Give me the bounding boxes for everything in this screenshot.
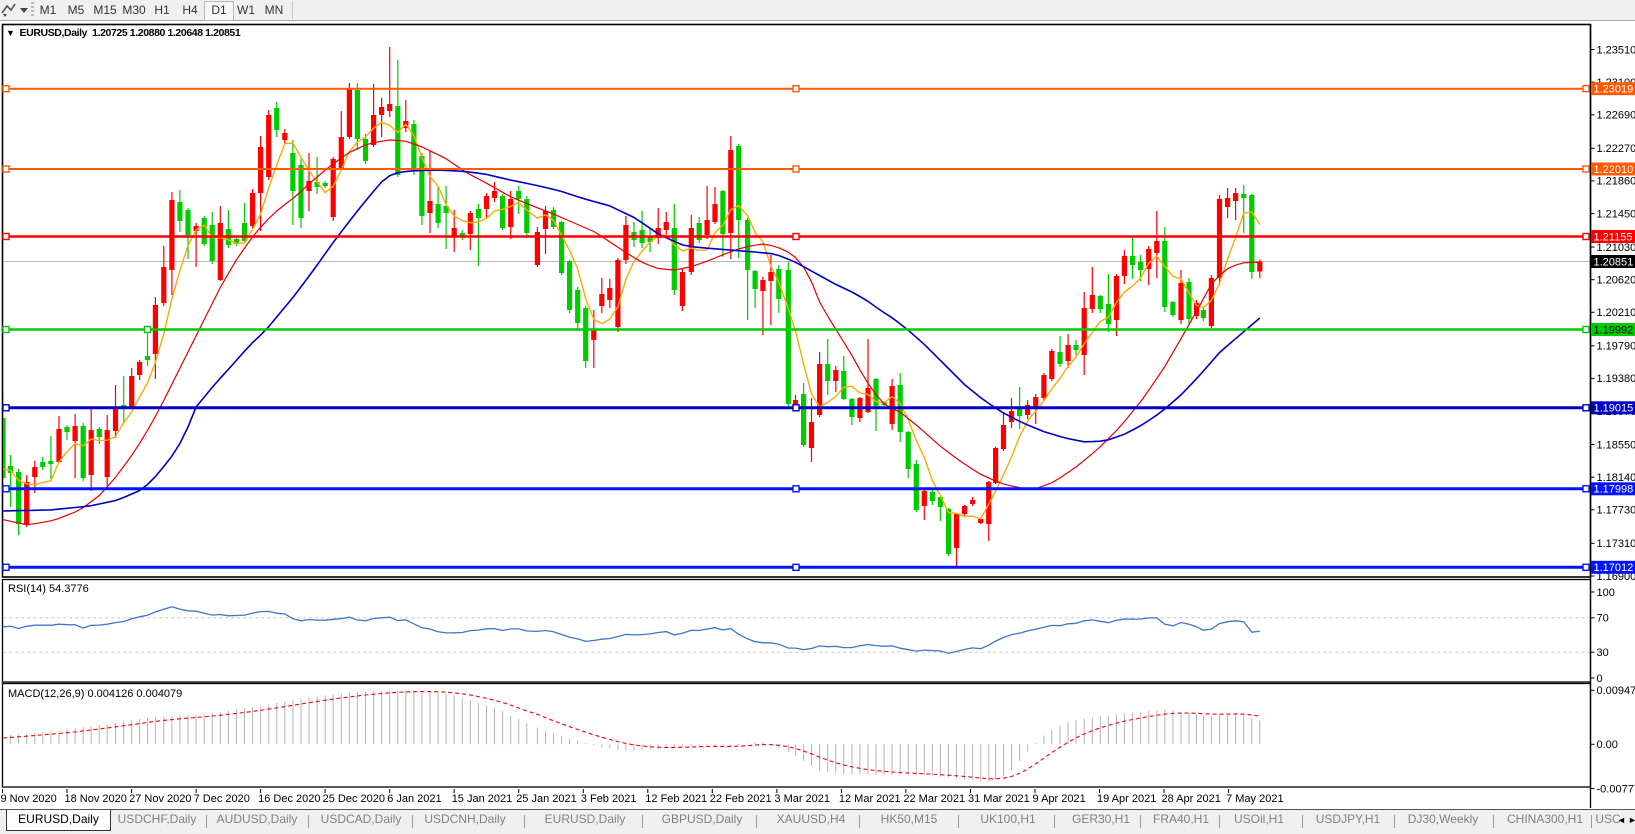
svg-text:1.22270: 1.22270 [1597, 143, 1635, 155]
svg-text:0: 0 [1597, 673, 1603, 685]
svg-text:1.17012: 1.17012 [1594, 562, 1634, 574]
svg-text:25 Jan 2021: 25 Jan 2021 [516, 793, 577, 805]
svg-text:1.22010: 1.22010 [1594, 164, 1634, 176]
svg-text:16 Dec 2020: 16 Dec 2020 [258, 793, 320, 805]
svg-text:70: 70 [1597, 613, 1609, 625]
svg-text:1.17998: 1.17998 [1594, 484, 1634, 496]
svg-text:1.23510: 1.23510 [1597, 44, 1635, 56]
svg-text:1.19015: 1.19015 [1594, 403, 1634, 415]
svg-text:1.18550: 1.18550 [1597, 439, 1635, 451]
svg-text:19 Apr 2021: 19 Apr 2021 [1097, 793, 1156, 805]
svg-text:1.17310: 1.17310 [1597, 538, 1635, 550]
svg-text:3 Mar 2021: 3 Mar 2021 [774, 793, 830, 805]
svg-text:12 Feb 2021: 12 Feb 2021 [645, 793, 707, 805]
svg-text:-0.00777: -0.00777 [1597, 783, 1635, 795]
svg-text:1.21155: 1.21155 [1594, 231, 1633, 243]
svg-text:1.20620: 1.20620 [1597, 275, 1635, 287]
svg-text:22 Feb 2021: 22 Feb 2021 [710, 793, 772, 805]
svg-text:25 Dec 2020: 25 Dec 2020 [323, 793, 385, 805]
svg-text:12 Mar 2021: 12 Mar 2021 [839, 793, 901, 805]
svg-text:18 Nov 2020: 18 Nov 2020 [65, 793, 127, 805]
svg-text:22 Mar 2021: 22 Mar 2021 [903, 793, 965, 805]
svg-text:1.17730: 1.17730 [1597, 505, 1635, 517]
svg-text:3 Feb 2021: 3 Feb 2021 [581, 793, 637, 805]
svg-text:30: 30 [1597, 647, 1609, 659]
svg-text:1.19380: 1.19380 [1597, 373, 1635, 385]
svg-text:7 Dec 2020: 7 Dec 2020 [194, 793, 250, 805]
svg-text:9 Nov 2020: 9 Nov 2020 [1, 793, 57, 805]
svg-text:0.00: 0.00 [1597, 739, 1618, 751]
svg-text:1.22690: 1.22690 [1597, 110, 1635, 122]
svg-text:1.21860: 1.21860 [1597, 176, 1635, 188]
svg-text:31 Mar 2021: 31 Mar 2021 [968, 793, 1030, 805]
svg-text:100: 100 [1597, 587, 1615, 599]
svg-text:28 Apr 2021: 28 Apr 2021 [1162, 793, 1221, 805]
svg-text:7 May 2021: 7 May 2021 [1226, 793, 1283, 805]
svg-text:0.009478: 0.009478 [1597, 685, 1635, 697]
svg-text:15 Jan 2021: 15 Jan 2021 [452, 793, 513, 805]
svg-text:1.20851: 1.20851 [1594, 256, 1634, 268]
svg-text:1.18140: 1.18140 [1597, 472, 1635, 484]
svg-text:1.21450: 1.21450 [1597, 208, 1635, 220]
svg-text:1.19992: 1.19992 [1594, 324, 1634, 336]
svg-text:1.19790: 1.19790 [1597, 341, 1635, 353]
svg-text:1.23019: 1.23019 [1594, 84, 1634, 96]
svg-text:27 Nov 2020: 27 Nov 2020 [129, 793, 191, 805]
svg-text:9 Apr 2021: 9 Apr 2021 [1033, 793, 1086, 805]
svg-text:1.21030: 1.21030 [1597, 242, 1635, 254]
svg-text:6 Jan 2021: 6 Jan 2021 [387, 793, 441, 805]
svg-text:1.20210: 1.20210 [1597, 307, 1635, 319]
